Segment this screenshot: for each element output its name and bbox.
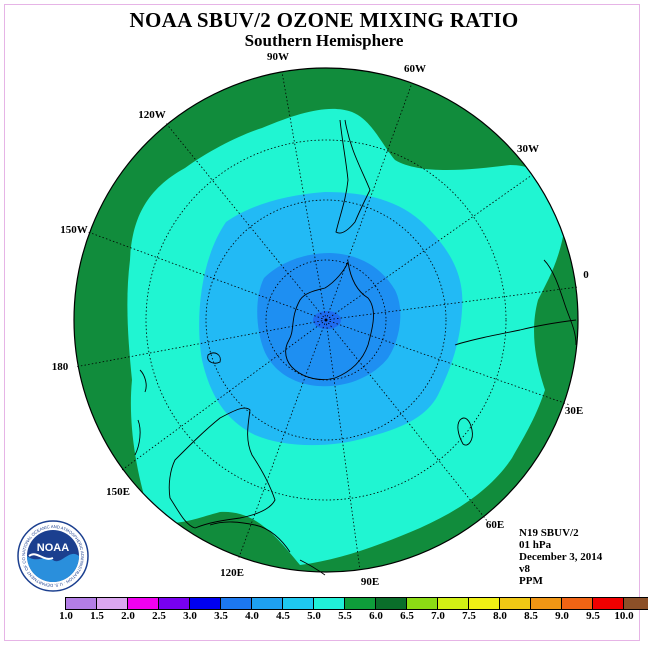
colorbar-swatch	[469, 598, 500, 609]
colorbar-swatch	[252, 598, 283, 609]
colorbar-swatch	[128, 598, 159, 609]
lon-label-150w: 150W	[60, 224, 88, 236]
colorbar-swatch	[221, 598, 252, 609]
colorbar-swatch	[407, 598, 438, 609]
colorbar-label: 8.0	[493, 610, 507, 622]
colorbar-label: 9.5	[586, 610, 600, 622]
colorbar-label: 10.0	[614, 610, 634, 622]
map-border	[73, 67, 579, 573]
colorbar-label: 6.5	[400, 610, 414, 622]
lon-label-120w: 120W	[138, 109, 166, 121]
colorbar-label: 5.0	[307, 610, 321, 622]
info-date: December 3, 2014	[519, 551, 603, 563]
colorbar-swatch	[66, 598, 97, 609]
info-level: 01 hPa	[519, 539, 552, 551]
colorbar	[65, 597, 648, 610]
colorbar-swatch	[97, 598, 128, 609]
coastlines	[134, 119, 577, 576]
colorbar-swatch	[283, 598, 314, 609]
lon-label-60w: 60W	[404, 63, 426, 75]
map-title: NOAA SBUV/2 OZONE MIXING RATIO	[129, 8, 519, 32]
lon-label-90e: 90E	[361, 576, 379, 588]
colorbar-label: 3.0	[183, 610, 197, 622]
lon-label-90w: 90W	[267, 51, 289, 63]
info-block: N19 SBUV/2 01 hPa December 3, 2014 v8 PP…	[519, 527, 602, 587]
map-subtitle: Southern Hemisphere	[244, 31, 404, 50]
info-satellite: N19 SBUV/2	[519, 527, 579, 539]
colorbar-label: 5.5	[338, 610, 352, 622]
colorbar-label: 2.0	[121, 610, 135, 622]
colorbar-label: 2.5	[152, 610, 166, 622]
colorbar-label: 7.0	[431, 610, 445, 622]
colorbar-label: 9.0	[555, 610, 569, 622]
longitude-labels: 90W 60W 30W 0 30E 60E 90E 120E 150E 180 …	[52, 51, 590, 588]
graticule	[74, 71, 579, 571]
colorbar-swatch	[593, 598, 624, 609]
colorbar-label: 8.5	[524, 610, 538, 622]
lon-label-120e: 120E	[220, 567, 244, 579]
noaa-logo: NOAA NATIONAL OCEANIC AND ATMOSPHERIC AD…	[17, 520, 89, 592]
colorbar-label: 1.5	[90, 610, 104, 622]
colorbar-label: 4.0	[245, 610, 259, 622]
colorbar-swatch	[159, 598, 190, 609]
colorbar-swatch	[314, 598, 345, 609]
lon-label-0: 0	[583, 269, 589, 281]
colorbar-label: 4.5	[276, 610, 290, 622]
lon-label-150e: 150E	[106, 486, 130, 498]
colorbar-swatch	[500, 598, 531, 609]
colorbar-swatch	[438, 598, 469, 609]
info-units: PPM	[519, 575, 543, 587]
info-version: v8	[519, 563, 530, 575]
colorbar-swatch	[624, 598, 648, 609]
colorbar-label: 7.5	[462, 610, 476, 622]
colorbar-swatch	[190, 598, 221, 609]
colorbar-label: 1.0	[59, 610, 73, 622]
lon-label-60e: 60E	[486, 519, 504, 531]
colorbar-swatch	[376, 598, 407, 609]
colorbar-label: 6.0	[369, 610, 383, 622]
figure-frame	[4, 4, 640, 641]
lon-label-180: 180	[52, 361, 69, 373]
lon-label-30e: 30E	[565, 405, 583, 417]
colorbar-swatch	[345, 598, 376, 609]
logo-text: NOAA	[37, 542, 69, 554]
colorbar-swatch	[531, 598, 562, 609]
colorbar-label: 3.5	[214, 610, 228, 622]
colorbar-swatch	[562, 598, 593, 609]
lon-label-30w: 30W	[517, 143, 539, 155]
